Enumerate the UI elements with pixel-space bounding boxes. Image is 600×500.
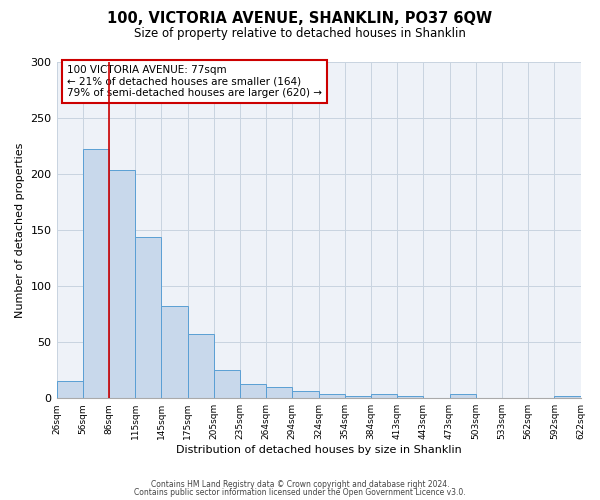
Text: 100, VICTORIA AVENUE, SHANKLIN, PO37 6QW: 100, VICTORIA AVENUE, SHANKLIN, PO37 6QW	[107, 11, 493, 26]
Bar	[554, 396, 581, 398]
Bar	[188, 334, 214, 398]
Text: Size of property relative to detached houses in Shanklin: Size of property relative to detached ho…	[134, 28, 466, 40]
Bar	[56, 382, 83, 398]
Bar	[240, 384, 266, 398]
Bar	[214, 370, 240, 398]
Bar	[449, 394, 476, 398]
Bar	[83, 149, 109, 398]
Y-axis label: Number of detached properties: Number of detached properties	[15, 142, 25, 318]
Text: Contains public sector information licensed under the Open Government Licence v3: Contains public sector information licen…	[134, 488, 466, 497]
Bar	[397, 396, 424, 398]
Text: 100 VICTORIA AVENUE: 77sqm
← 21% of detached houses are smaller (164)
79% of sem: 100 VICTORIA AVENUE: 77sqm ← 21% of deta…	[67, 65, 322, 98]
Bar	[109, 170, 135, 398]
Bar	[161, 306, 188, 398]
Bar	[292, 392, 319, 398]
Bar	[135, 236, 161, 398]
Bar	[319, 394, 345, 398]
Bar	[266, 387, 292, 398]
Bar	[371, 394, 397, 398]
Bar	[345, 396, 371, 398]
Text: Contains HM Land Registry data © Crown copyright and database right 2024.: Contains HM Land Registry data © Crown c…	[151, 480, 449, 489]
X-axis label: Distribution of detached houses by size in Shanklin: Distribution of detached houses by size …	[176, 445, 461, 455]
